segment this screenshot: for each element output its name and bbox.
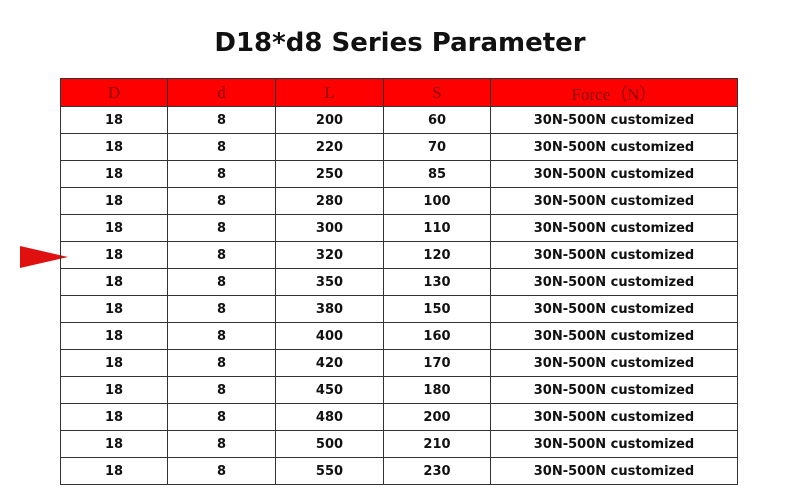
table-cell: 18 [60,106,168,134]
table-cell: 250 [275,160,384,188]
table-row: 18 8 380 150 30N-500N customized [60,295,738,323]
table-cell: 18 [60,322,168,350]
table-cell: 8 [167,430,276,458]
table-row: 18 8 280 100 30N-500N customized [60,187,738,215]
column-header: D [60,78,168,107]
table-cell: 30N-500N customized [490,295,738,323]
table-cell: 18 [60,214,168,242]
table-cell: 8 [167,457,276,485]
table-cell: 18 [60,457,168,485]
table-body: 18 8 200 60 30N-500N customized 18 8 220 70 30N-5… [60,106,738,485]
table-cell: 8 [167,160,276,188]
table-cell: 130 [383,268,491,296]
table-row: 18 8 480 200 30N-500N customized [60,403,738,431]
table-cell: 30N-500N customized [490,430,738,458]
table-cell: 8 [167,106,276,134]
table-cell: 200 [275,106,384,134]
table-cell: 18 [60,403,168,431]
table-cell: 18 [60,133,168,161]
table-cell: 30N-500N customized [490,457,738,485]
table-cell: 18 [60,349,168,377]
table-cell: 8 [167,322,276,350]
table-cell: 8 [167,241,276,269]
table-cell: 450 [275,376,384,404]
table-cell: 500 [275,430,384,458]
table-row: 18 8 550 230 30N-500N customized [60,457,738,485]
table-cell: 18 [60,295,168,323]
table-cell: 110 [383,214,491,242]
table-cell: 8 [167,376,276,404]
table-cell: 30N-500N customized [490,241,738,269]
table-cell: 30N-500N customized [490,268,738,296]
table-row: 18 8 320 120 30N-500N customized [60,241,738,269]
pointer-arrow [20,246,68,268]
table-cell: 170 [383,349,491,377]
title: D18*d8 Series Parameter [214,28,586,58]
table-cell: 480 [275,403,384,431]
table-cell: 18 [60,241,168,269]
table-row: 18 8 250 85 30N-500N customized [60,160,738,188]
table-cell: 230 [383,457,491,485]
column-header: S [383,78,491,107]
table-cell: 100 [383,187,491,215]
table-cell: 30N-500N customized [490,376,738,404]
table-cell: 200 [383,403,491,431]
table-cell: 18 [60,430,168,458]
table-cell: 30N-500N customized [490,349,738,377]
table-row: 18 8 450 180 30N-500N customized [60,376,738,404]
column-header: d [167,78,276,107]
table-cell: 8 [167,403,276,431]
table-cell: 30N-500N customized [490,133,738,161]
table-cell: 18 [60,187,168,215]
table-row: 18 8 220 70 30N-500N customized [60,133,738,161]
table-row: 18 8 350 130 30N-500N customized [60,268,738,296]
table-cell: 8 [167,349,276,377]
column-header: L [275,78,384,107]
table-cell: 8 [167,214,276,242]
table-cell: 30N-500N customized [490,214,738,242]
table-cell: 550 [275,457,384,485]
table-cell: 60 [383,106,491,134]
table-cell: 380 [275,295,384,323]
table-cell: 320 [275,241,384,269]
table-row: 18 8 300 110 30N-500N customized [60,214,738,242]
table-cell: 280 [275,187,384,215]
table-cell: 300 [275,214,384,242]
table-row: 18 8 500 210 30N-500N customized [60,430,738,458]
table-cell: 120 [383,241,491,269]
table-row: 18 8 420 170 30N-500N customized [60,349,738,377]
table-cell: 220 [275,133,384,161]
arrow-shape [20,246,68,268]
table-cell: 30N-500N customized [490,106,738,134]
table-cell: 8 [167,133,276,161]
table-cell: 30N-500N customized [490,403,738,431]
table-cell: 160 [383,322,491,350]
table-cell: 8 [167,187,276,215]
table-cell: 150 [383,295,491,323]
table-cell: 85 [383,160,491,188]
column-header: Force（N） [490,78,738,107]
table-row: 18 8 200 60 30N-500N customized [60,106,738,134]
table-cell: 180 [383,376,491,404]
table-cell: 18 [60,376,168,404]
table-row: 18 8 400 160 30N-500N customized [60,322,738,350]
table-cell: 30N-500N customized [490,322,738,350]
table-cell: 30N-500N customized [490,187,738,215]
table-cell: 18 [60,160,168,188]
table-cell: 8 [167,295,276,323]
table-cell: 210 [383,430,491,458]
table-cell: 420 [275,349,384,377]
table-cell: 8 [167,268,276,296]
table-cell: 350 [275,268,384,296]
table-cell: 30N-500N customized [490,160,738,188]
table-cell: 18 [60,268,168,296]
table-cell: 400 [275,322,384,350]
table-cell: 70 [383,133,491,161]
